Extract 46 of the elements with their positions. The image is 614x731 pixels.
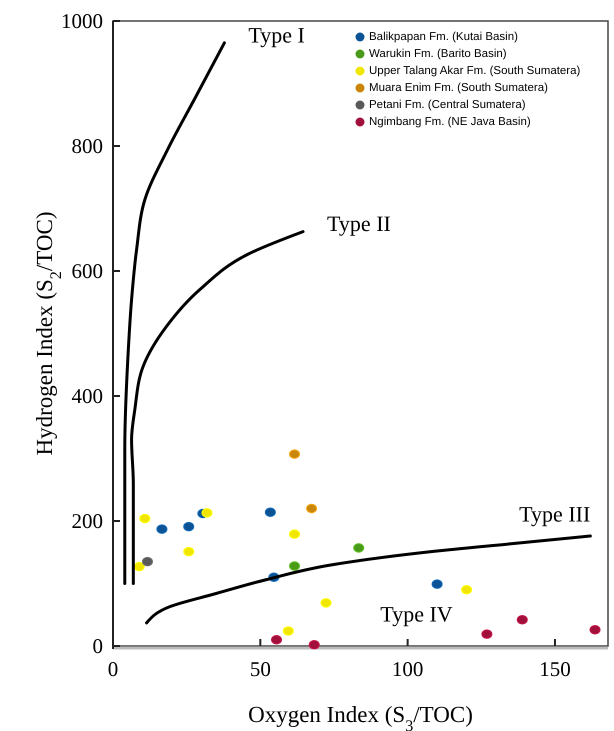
point: [432, 579, 443, 589]
point: [308, 640, 320, 650]
point: [271, 635, 282, 644]
point: [142, 556, 153, 566]
line-series: [130, 230, 305, 585]
y-tick-label: 800: [72, 134, 103, 158]
point: [516, 615, 528, 624]
x-tick-label: 0: [108, 657, 118, 681]
point: [289, 529, 300, 539]
series-label: Type III: [519, 502, 590, 526]
x-tick-label: 150: [539, 657, 571, 681]
point: [134, 562, 145, 572]
legend-label: Ngimbang Fm. (NE Java Basin): [369, 116, 531, 128]
point: [461, 585, 472, 594]
point: [201, 508, 212, 518]
legend-label: Petani Fm. (Central Sumatera): [369, 99, 526, 111]
point: [481, 629, 492, 639]
legend-label: Balikpapan Fm. (Kutai Basin): [369, 31, 518, 43]
line-series: [123, 41, 226, 585]
legend-label: Muara Enim Fm. (South Sumatera): [369, 82, 548, 94]
point: [156, 524, 168, 534]
annotation: Type IV: [380, 602, 453, 626]
legend-label: Upper Talang Akar Fm. (South Sumatera): [369, 65, 581, 77]
point: [183, 522, 194, 532]
point: [320, 598, 332, 608]
legend-label: Warukin Fm. (Barito Basin): [369, 48, 507, 60]
y-tick-label: 600: [72, 259, 103, 283]
x-tick-label: 100: [392, 657, 424, 681]
point: [264, 508, 276, 517]
series-label: Type II: [327, 211, 391, 236]
y-tick-label: 200: [72, 509, 103, 533]
series-label: Type I: [248, 22, 305, 48]
point: [282, 626, 294, 636]
point: [353, 543, 364, 553]
x-tick-label: 50: [250, 657, 271, 681]
point: [289, 449, 300, 459]
point: [289, 561, 300, 571]
y-tick-label: 0: [92, 634, 103, 658]
y-tick-label: 1000: [61, 9, 103, 33]
point: [590, 625, 601, 634]
point: [183, 546, 194, 556]
y-tick-label: 400: [72, 384, 103, 408]
x-axis-title: Oxygen Index (S$_{3}$/TOC): [248, 702, 473, 731]
line-series: [145, 534, 592, 624]
point: [139, 514, 150, 524]
point: [306, 504, 318, 514]
